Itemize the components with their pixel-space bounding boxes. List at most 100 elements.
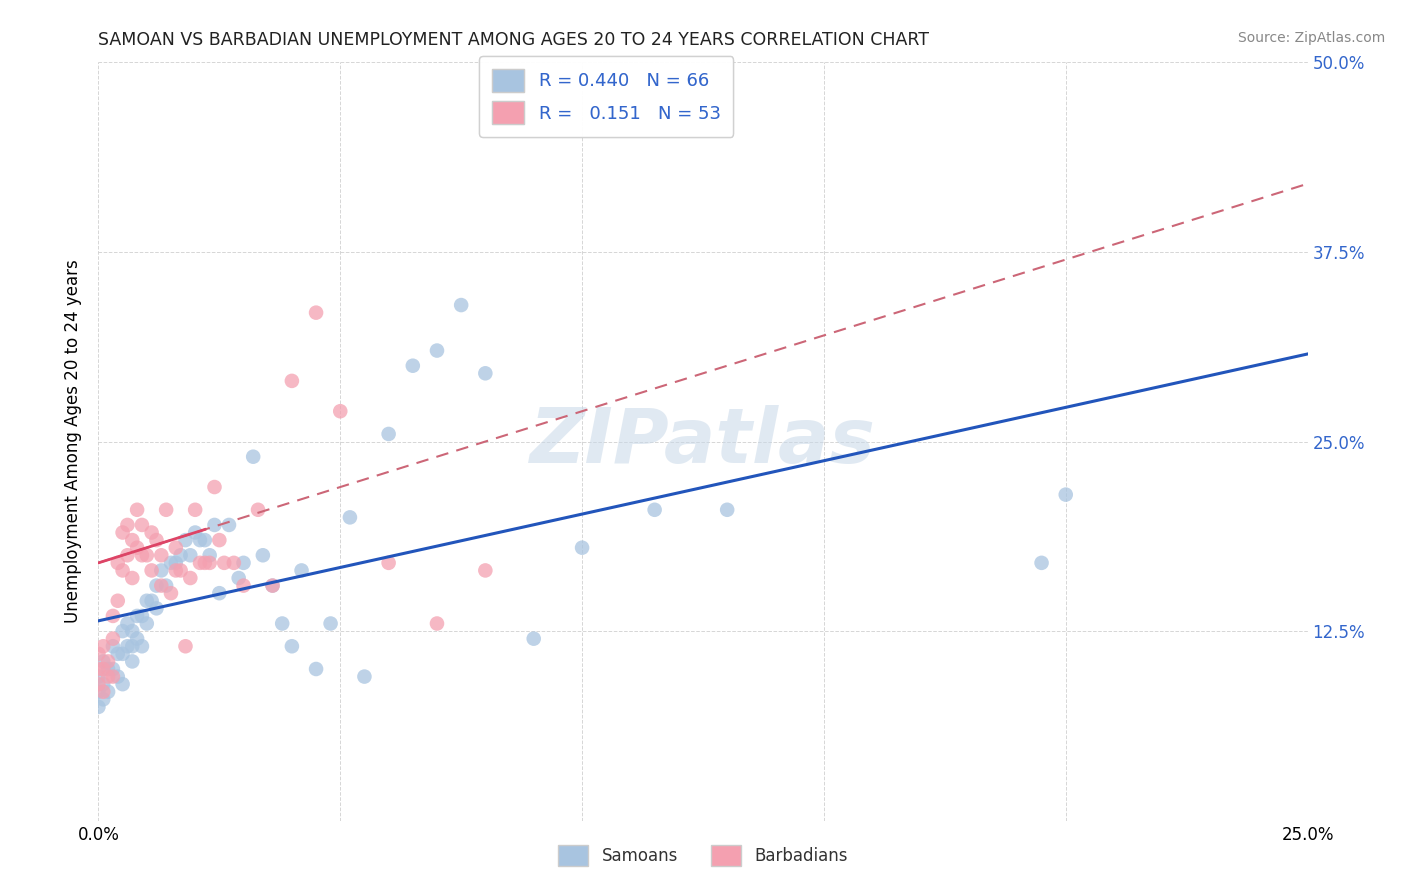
Point xyxy=(97,662,120,676)
Point xyxy=(218,517,240,532)
Point xyxy=(228,571,250,585)
Point xyxy=(426,616,449,631)
Point xyxy=(179,571,201,585)
Point xyxy=(87,669,110,683)
Point xyxy=(242,450,264,464)
Point xyxy=(377,556,399,570)
Point xyxy=(402,359,425,373)
Point xyxy=(127,541,149,555)
Point xyxy=(121,533,143,548)
Text: ZIPatlas: ZIPatlas xyxy=(530,405,876,478)
Point xyxy=(179,548,201,563)
Point xyxy=(252,548,274,563)
Point xyxy=(281,374,304,388)
Point xyxy=(426,343,449,358)
Point xyxy=(135,548,157,563)
Point xyxy=(160,556,183,570)
Point xyxy=(91,639,114,653)
Point xyxy=(97,655,120,669)
Point xyxy=(1031,556,1053,570)
Point xyxy=(107,594,129,608)
Point xyxy=(101,662,124,676)
Point xyxy=(111,525,134,540)
Point xyxy=(174,533,197,548)
Point xyxy=(127,503,149,517)
Point xyxy=(150,564,173,578)
Point xyxy=(131,517,153,532)
Point xyxy=(290,564,312,578)
Point xyxy=(198,556,221,570)
Point xyxy=(117,517,139,532)
Point xyxy=(101,608,124,623)
Point xyxy=(165,564,187,578)
Point xyxy=(101,632,124,646)
Point xyxy=(377,427,399,442)
Text: Source: ZipAtlas.com: Source: ZipAtlas.com xyxy=(1237,31,1385,45)
Point xyxy=(135,616,157,631)
Point xyxy=(319,616,342,631)
Point xyxy=(204,480,226,494)
Point xyxy=(91,677,114,691)
Point xyxy=(131,608,153,623)
Point xyxy=(101,639,124,653)
Point xyxy=(87,647,110,661)
Point xyxy=(169,548,191,563)
Point xyxy=(121,571,143,585)
Point xyxy=(97,669,120,683)
Point xyxy=(305,662,328,676)
Point xyxy=(571,541,593,555)
Point xyxy=(127,632,149,646)
Point xyxy=(150,579,173,593)
Point xyxy=(91,685,114,699)
Point xyxy=(523,632,546,646)
Point xyxy=(135,594,157,608)
Point xyxy=(232,556,254,570)
Y-axis label: Unemployment Among Ages 20 to 24 years: Unemployment Among Ages 20 to 24 years xyxy=(65,260,83,624)
Point xyxy=(204,517,226,532)
Point xyxy=(101,669,124,683)
Point xyxy=(131,639,153,653)
Point xyxy=(141,594,163,608)
Point xyxy=(165,541,187,555)
Point xyxy=(155,503,177,517)
Point xyxy=(208,533,231,548)
Point xyxy=(247,503,270,517)
Point xyxy=(353,669,375,683)
Point xyxy=(111,624,134,639)
Point xyxy=(271,616,294,631)
Point xyxy=(262,579,284,593)
Point xyxy=(127,608,149,623)
Point xyxy=(111,647,134,661)
Point xyxy=(145,579,167,593)
Point xyxy=(121,655,143,669)
Point xyxy=(474,366,496,380)
Point xyxy=(121,639,143,653)
Point xyxy=(117,639,139,653)
Point xyxy=(165,556,187,570)
Point xyxy=(141,525,163,540)
Point xyxy=(107,669,129,683)
Point xyxy=(155,579,177,593)
Point xyxy=(450,298,472,312)
Point xyxy=(87,685,110,699)
Point xyxy=(305,305,328,319)
Text: SAMOAN VS BARBADIAN UNEMPLOYMENT AMONG AGES 20 TO 24 YEARS CORRELATION CHART: SAMOAN VS BARBADIAN UNEMPLOYMENT AMONG A… xyxy=(98,31,929,49)
Point xyxy=(188,533,211,548)
Point xyxy=(107,647,129,661)
Point xyxy=(87,699,110,714)
Point xyxy=(160,586,183,600)
Point xyxy=(232,579,254,593)
Point xyxy=(474,564,496,578)
Point xyxy=(117,616,139,631)
Point xyxy=(212,556,235,570)
Legend: R = 0.440   N = 66, R =   0.151   N = 53: R = 0.440 N = 66, R = 0.151 N = 53 xyxy=(479,56,734,137)
Point xyxy=(87,677,110,691)
Point xyxy=(644,503,666,517)
Point xyxy=(262,579,284,593)
Legend: Samoans, Barbadians: Samoans, Barbadians xyxy=(550,837,856,875)
Point xyxy=(1054,487,1077,501)
Point xyxy=(141,564,163,578)
Point xyxy=(208,586,231,600)
Point xyxy=(117,548,139,563)
Point xyxy=(150,548,173,563)
